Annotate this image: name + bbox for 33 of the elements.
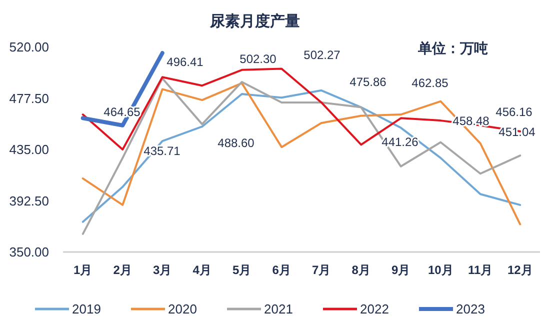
annotation: 456.16 — [496, 105, 533, 120]
legend-label: 2022 — [360, 302, 389, 317]
legend-label: 2019 — [72, 302, 101, 317]
annotation: 462.85 — [412, 76, 449, 90]
y-tick-label: 520.00 — [9, 40, 49, 55]
annotation: 441.26 — [382, 135, 419, 150]
annotation: 475.86 — [350, 75, 387, 90]
y-tick-label: 435.00 — [9, 142, 49, 158]
legend-label: 2023 — [456, 302, 485, 317]
annotation: 496.41 — [166, 55, 204, 70]
x-tick-label: 11月 — [468, 263, 493, 277]
y-tick-label: 477.50 — [9, 90, 49, 106]
y-tick-label: 392.50 — [9, 193, 49, 208]
x-tick-label: 6月 — [272, 263, 291, 277]
x-tick-label: 1月 — [74, 263, 92, 277]
x-tick-label: 10月 — [428, 263, 454, 277]
x-tick-label: 2月 — [113, 263, 132, 277]
annotation: 单位：万吨 — [417, 40, 488, 56]
annotation: 451.04 — [498, 125, 536, 140]
x-tick-label: 4月 — [192, 263, 212, 277]
legend-label: 2020 — [168, 302, 197, 317]
legend-label: 2021 — [264, 302, 293, 317]
annotation: 502.27 — [304, 48, 341, 62]
x-tick-label: 7月 — [312, 263, 331, 277]
x-tick-label: 3月 — [153, 263, 172, 277]
x-tick-label: 9月 — [392, 263, 410, 277]
annotation: 488.60 — [218, 136, 255, 150]
annotation: 502.30 — [240, 52, 277, 66]
x-tick-label: 8月 — [352, 263, 370, 277]
x-tick-label: 5月 — [232, 263, 252, 277]
y-tick-label: 350.00 — [9, 244, 49, 260]
chart-title: 尿素月度产量 — [209, 12, 300, 30]
x-tick-label: 12月 — [507, 263, 533, 277]
